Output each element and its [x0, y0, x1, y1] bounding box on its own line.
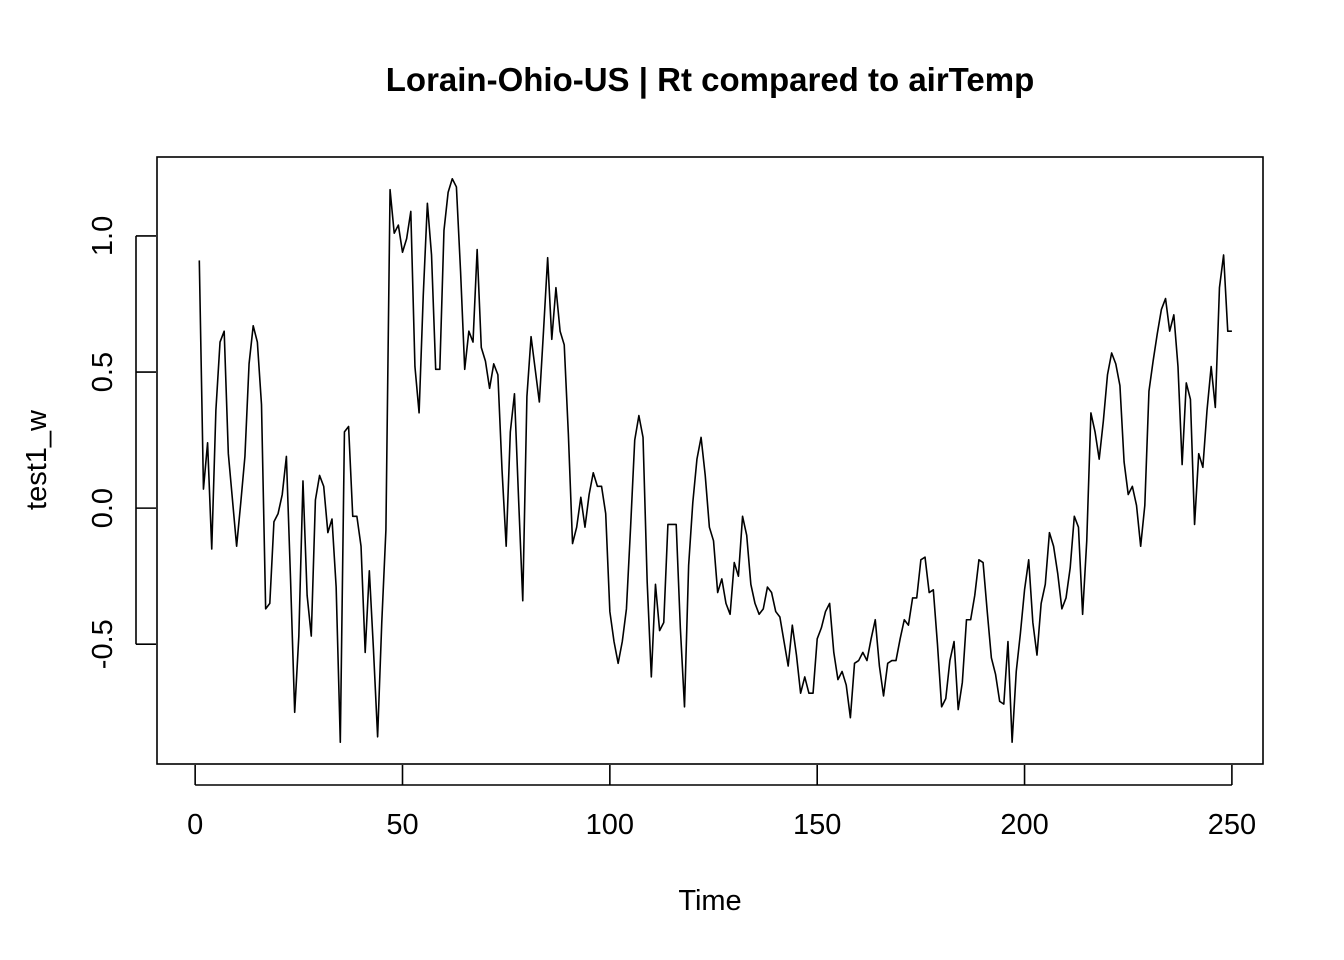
- x-tick-label: 0: [187, 809, 203, 841]
- y-tick-label: 0.0: [87, 488, 119, 528]
- series-line: [199, 179, 1232, 742]
- plot-frame: [157, 157, 1263, 764]
- x-tick-label: 250: [1208, 809, 1256, 841]
- x-axis-label: Time: [678, 885, 741, 917]
- x-axis: 0 50 100 150 200 250: [187, 765, 1256, 841]
- y-tick-label: -0.5: [87, 619, 119, 669]
- x-tick-label: 150: [793, 809, 841, 841]
- x-tick-label: 200: [1000, 809, 1048, 841]
- y-tick-label: 0.5: [87, 352, 119, 392]
- y-axis: -0.5 0.0 0.5 1.0: [87, 216, 156, 669]
- y-axis-label: test1_w: [21, 409, 53, 510]
- chart-title: Lorain-Ohio-US | Rt compared to airTemp: [386, 61, 1035, 98]
- y-tick-label: 1.0: [87, 216, 119, 256]
- x-tick-label: 100: [586, 809, 634, 841]
- x-tick-label: 50: [386, 809, 418, 841]
